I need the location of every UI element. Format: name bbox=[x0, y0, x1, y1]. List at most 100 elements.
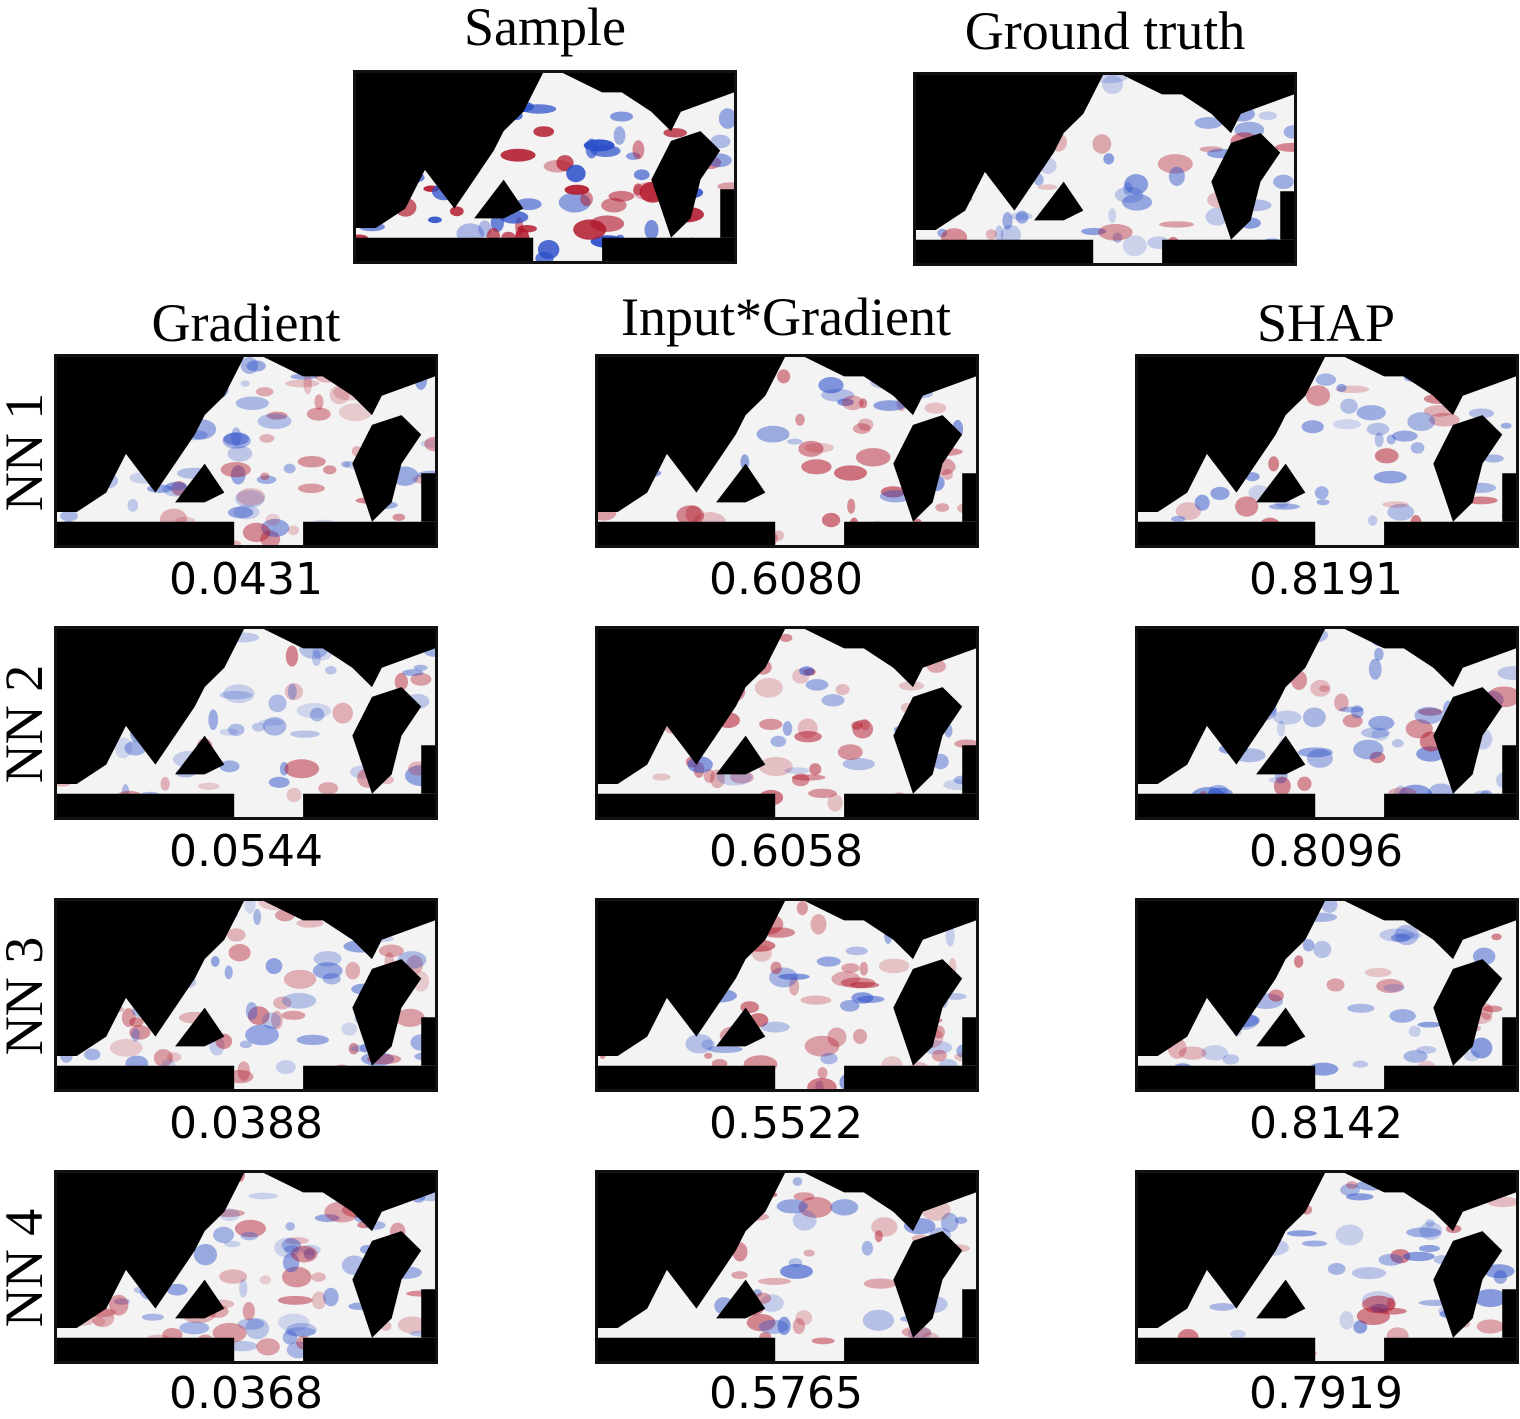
heatmap-blob bbox=[237, 1061, 251, 1081]
mask-region bbox=[893, 415, 963, 522]
heatmap-blob bbox=[1416, 746, 1445, 762]
heatmap-blob bbox=[282, 1330, 298, 1345]
heatmap-blob bbox=[807, 1077, 837, 1089]
heatmap-blob bbox=[303, 1248, 316, 1260]
mask-region bbox=[562, 73, 734, 132]
mask-region bbox=[1280, 191, 1294, 240]
heatmap-blob bbox=[166, 1283, 188, 1296]
heatmap-blob bbox=[108, 1294, 129, 1316]
heatmap-blob bbox=[247, 1006, 270, 1025]
score-nn3-gradient: 0.0388 bbox=[169, 1098, 323, 1149]
heatmap-blob bbox=[1194, 117, 1223, 129]
mask-region bbox=[1344, 629, 1516, 688]
heatmap-blob bbox=[284, 683, 303, 701]
row-label-nn4: NN 4 bbox=[0, 1208, 54, 1328]
mask-region bbox=[602, 237, 734, 261]
heatmap-blob bbox=[228, 944, 251, 962]
heatmap-blob bbox=[166, 1052, 182, 1062]
heatmap-blob bbox=[837, 398, 854, 407]
heatmap-blob bbox=[1098, 223, 1133, 241]
mask-region bbox=[598, 357, 786, 513]
heatmap-blob bbox=[1340, 398, 1358, 414]
heatmap-blob bbox=[286, 1322, 317, 1337]
heatmap-blob bbox=[1201, 1045, 1229, 1061]
sample-title: Sample bbox=[464, 0, 626, 57]
heatmap-blob bbox=[704, 1052, 713, 1059]
heatmap-blob bbox=[859, 398, 868, 409]
heatmap-blob bbox=[1235, 496, 1259, 517]
mask-region bbox=[356, 73, 544, 229]
heatmap-blob bbox=[1468, 408, 1495, 419]
heatmap-blob bbox=[609, 111, 634, 122]
heatmap-blob bbox=[1425, 1219, 1435, 1227]
heatmap-blob bbox=[707, 1045, 743, 1053]
heatmap-blob bbox=[1334, 693, 1349, 712]
heatmap-blob bbox=[378, 944, 404, 958]
heatmap-blob bbox=[113, 1298, 130, 1305]
mask-region bbox=[1211, 133, 1281, 240]
heatmap-blob bbox=[842, 757, 875, 771]
heatmap-blob bbox=[1373, 470, 1407, 484]
heatmap-blob bbox=[92, 1317, 106, 1327]
heatmap-blob bbox=[758, 1319, 789, 1334]
mask-region bbox=[352, 1231, 422, 1338]
heatmap-blob bbox=[242, 522, 271, 543]
heatmap-blob bbox=[348, 1042, 359, 1055]
heatmap-blob bbox=[283, 463, 296, 474]
heatmap-blob bbox=[849, 981, 880, 989]
gradient-title: Gradient bbox=[151, 293, 341, 353]
heatmap-blob bbox=[1268, 456, 1280, 472]
heatmap-blob bbox=[1418, 1244, 1440, 1253]
mask-region bbox=[57, 521, 235, 545]
heatmap-blob bbox=[842, 395, 864, 411]
heatmap-blob bbox=[1390, 1249, 1411, 1264]
heatmap-blob bbox=[1428, 412, 1460, 427]
heatmap-blob bbox=[1230, 1329, 1246, 1339]
heatmap-blob bbox=[1416, 1045, 1437, 1054]
heatmap-blob bbox=[1361, 727, 1390, 739]
score-nn1-input-gradient: 0.6080 bbox=[709, 554, 863, 605]
heatmap-blob bbox=[121, 1008, 136, 1028]
heatmap-blob bbox=[810, 913, 827, 935]
mask-region bbox=[474, 179, 524, 219]
heatmap-blob bbox=[240, 380, 250, 387]
heatmap-blob bbox=[1168, 166, 1185, 186]
heatmap-canvas bbox=[916, 75, 1294, 263]
heatmap-blob bbox=[1374, 432, 1384, 448]
heatmap-blob bbox=[898, 681, 925, 691]
mask-region bbox=[421, 745, 435, 794]
heatmap-nn4-input-gradient bbox=[595, 1170, 979, 1364]
heatmap-blob bbox=[880, 486, 906, 498]
heatmap-blob bbox=[1301, 1240, 1328, 1247]
heatmap-blob bbox=[1350, 705, 1364, 719]
heatmap-blob bbox=[583, 139, 615, 152]
mask-region bbox=[1138, 1173, 1326, 1329]
heatmap-blob bbox=[945, 925, 955, 947]
heatmap-blob bbox=[1383, 983, 1405, 992]
mask-region bbox=[175, 1279, 225, 1319]
heatmap-blob bbox=[1386, 434, 1396, 445]
heatmap-blob bbox=[162, 482, 189, 497]
heatmap-blob bbox=[1339, 706, 1364, 713]
heatmap-blob bbox=[821, 388, 855, 402]
mask-region bbox=[893, 959, 963, 1066]
heatmap-blob bbox=[341, 460, 351, 468]
heatmap-blob bbox=[1112, 232, 1123, 243]
mask-region bbox=[651, 131, 721, 238]
row-label-nn1: NN 1 bbox=[0, 392, 54, 512]
heatmap-blob bbox=[863, 1278, 897, 1289]
heatmap-canvas bbox=[57, 357, 435, 545]
mask-region bbox=[598, 901, 786, 1057]
heatmap-blob bbox=[805, 679, 829, 691]
heatmap-canvas bbox=[598, 629, 976, 817]
heatmap-blob bbox=[1170, 515, 1186, 523]
mask-region bbox=[1433, 959, 1503, 1066]
mask-region bbox=[263, 901, 435, 960]
heatmap-blob bbox=[235, 396, 269, 411]
heatmap-blob bbox=[1268, 776, 1287, 784]
heatmap-blob bbox=[1175, 502, 1201, 520]
heatmap-blob bbox=[857, 418, 874, 431]
heatmap-blob bbox=[792, 1318, 806, 1335]
heatmap-blob bbox=[759, 718, 783, 730]
heatmap-blob bbox=[1302, 938, 1315, 952]
